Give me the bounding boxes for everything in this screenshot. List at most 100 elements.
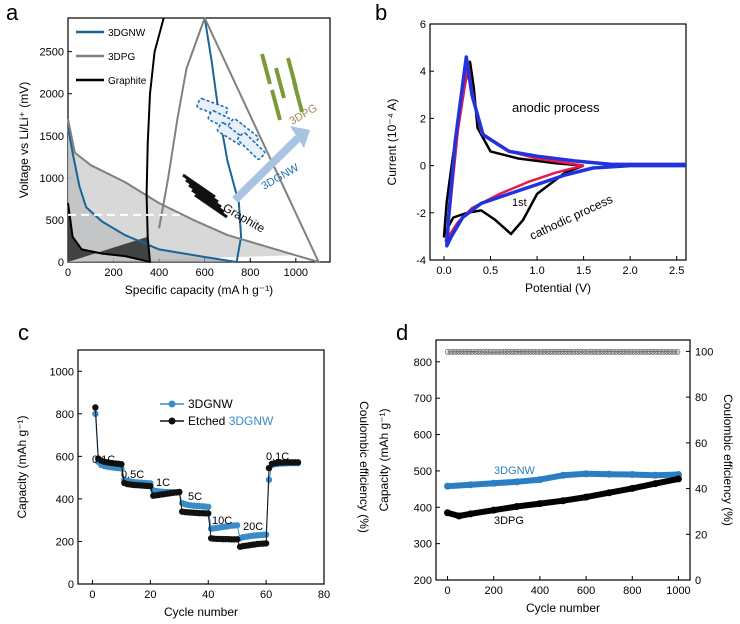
ce-marker [622, 349, 628, 355]
data-point [559, 471, 567, 479]
data-point [605, 489, 613, 497]
x-tick-label: 1.0 [529, 265, 544, 277]
right-y-tick-label: 60 [695, 438, 707, 450]
graphite-layer [182, 173, 216, 199]
data-point [651, 480, 659, 488]
ce-marker [613, 349, 620, 355]
data-point [513, 478, 521, 486]
rate-label: 0.1C [92, 454, 115, 466]
x-tick-label: 0.5 [483, 265, 498, 277]
ce-marker [547, 349, 553, 355]
data-point [582, 470, 590, 478]
ce-marker [527, 349, 534, 355]
ce-marker [599, 349, 606, 355]
ce-marker [638, 349, 645, 355]
ce-marker [469, 349, 476, 355]
ce-marker [649, 349, 656, 355]
ce-marker [569, 349, 575, 355]
data-point [605, 470, 613, 478]
legend-label-part: 3DGNW [229, 414, 274, 428]
y-tick-label: 500 [414, 466, 432, 478]
panel-letter-b: b [375, 0, 387, 25]
data-point [233, 536, 241, 543]
y-tick-label: 400 [414, 502, 432, 514]
ce-marker [655, 349, 661, 355]
ce-marker [555, 349, 562, 355]
x-tick-label: 0 [444, 585, 450, 597]
ce-marker [511, 349, 517, 355]
ce-marker [478, 349, 484, 355]
graphite-layer [185, 178, 219, 204]
ce-marker [597, 349, 603, 355]
right-axis-label: Coulombic efficiency (%) [357, 401, 371, 533]
ce-marker [580, 349, 587, 355]
data-point [467, 510, 475, 518]
y-tick-label: 700 [414, 393, 432, 405]
ce-marker [591, 349, 598, 355]
ce-marker [516, 349, 523, 355]
x-axis-label: Cycle number [164, 605, 238, 619]
data-point [455, 512, 463, 520]
rate-label: 20C [243, 521, 263, 533]
y-tick-label: 800 [414, 357, 432, 369]
ce-marker [575, 349, 581, 355]
ce-marker [611, 349, 617, 355]
data-point [294, 459, 302, 466]
series-line-graphite [67, 17, 165, 263]
ce-marker [633, 349, 639, 355]
data-point [205, 503, 212, 510]
x-tick-label: 0 [89, 589, 95, 601]
x-tick-label: 60 [260, 589, 272, 601]
data-point [674, 475, 682, 483]
ce-marker [522, 349, 528, 355]
y-tick-label: 200 [56, 536, 74, 548]
panel-a: 0 200 400 600 800 1000 0 500 1000 1500 2000 2500 Spe… [17, 17, 331, 297]
ce-marker [489, 349, 495, 355]
ce-marker [464, 349, 470, 355]
ce-marker [563, 349, 570, 355]
panel-letter-c: c [18, 320, 29, 345]
ce-marker [541, 349, 548, 355]
ce-marker [647, 349, 653, 355]
y-tick-label: 300 [414, 539, 432, 551]
ce-marker [472, 349, 479, 355]
ce-marker [619, 349, 625, 355]
ce-marker [566, 349, 573, 355]
ce-marker [660, 349, 667, 355]
ce-marker [519, 349, 526, 355]
ce-marker [577, 349, 584, 355]
ce-marker [466, 349, 473, 355]
y-tick-label: 2 [420, 113, 426, 125]
ce-marker [652, 349, 659, 355]
ce-marker [658, 349, 664, 355]
x-tick-label: 600 [577, 585, 595, 597]
ce-marker [630, 349, 636, 355]
data-point [536, 476, 544, 484]
x-tick-label: 1000 [284, 267, 308, 279]
ce-marker [635, 349, 642, 355]
ce-marker [588, 349, 595, 355]
ce-marker [586, 349, 592, 355]
annotation-3dgnw: 3DGNW [494, 465, 536, 477]
ce-marker [605, 349, 612, 355]
area-graphite [68, 203, 150, 262]
y-tick-label: -2 [416, 208, 426, 220]
x-tick-label: 400 [531, 585, 549, 597]
y-axis-label: Capacity (mAh g⁻¹) [377, 408, 391, 511]
x-tick-label: 800 [241, 267, 259, 279]
nanowire [237, 132, 266, 161]
y-tick-label: 0 [68, 579, 74, 591]
legend-marker [168, 417, 176, 425]
rate-label: 0.1C [266, 451, 289, 463]
data-point [536, 500, 544, 508]
y-tick-label: -4 [416, 255, 426, 267]
y-tick-label: 4 [420, 66, 426, 78]
area-3dpg [68, 119, 296, 262]
ce-marker [608, 349, 614, 355]
x-tick-label: 200 [485, 585, 503, 597]
data-point [262, 540, 270, 547]
ce-marker [475, 349, 481, 355]
ce-marker [674, 349, 681, 355]
